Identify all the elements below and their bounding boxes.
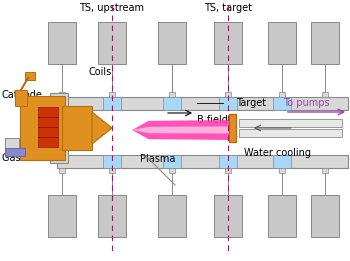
Text: To pumps: To pumps <box>283 98 330 108</box>
Bar <box>268 195 296 237</box>
Bar <box>20 96 65 160</box>
Bar <box>25 72 35 80</box>
Bar <box>279 168 285 173</box>
Bar <box>279 92 285 97</box>
Bar <box>103 155 121 168</box>
Bar <box>103 97 121 110</box>
Bar <box>163 155 181 168</box>
Bar <box>239 119 342 127</box>
Bar <box>169 168 175 173</box>
Bar <box>169 92 175 97</box>
Text: Plasma: Plasma <box>140 154 175 164</box>
Bar <box>268 22 296 64</box>
Bar <box>219 155 237 168</box>
Text: Cathode: Cathode <box>2 90 43 100</box>
Bar <box>48 195 76 237</box>
Bar <box>225 168 231 173</box>
Bar <box>50 93 68 163</box>
Bar <box>214 195 242 237</box>
Bar <box>98 195 126 237</box>
Bar <box>57 97 348 110</box>
Bar <box>214 22 242 64</box>
Bar <box>273 97 291 110</box>
Bar <box>38 107 58 117</box>
Bar <box>109 92 115 97</box>
Text: B field: B field <box>197 115 228 125</box>
Bar <box>219 97 237 110</box>
Text: Water cooling: Water cooling <box>244 148 311 158</box>
Polygon shape <box>132 127 231 133</box>
Bar <box>62 106 92 150</box>
Bar <box>59 92 65 97</box>
Bar <box>38 127 58 137</box>
Polygon shape <box>132 120 231 140</box>
Bar <box>109 168 115 173</box>
Bar <box>163 97 181 110</box>
Text: Coils: Coils <box>88 67 112 77</box>
Bar <box>225 92 231 97</box>
Text: Gas inlet: Gas inlet <box>2 153 46 163</box>
Bar <box>311 22 339 64</box>
Bar <box>158 195 186 237</box>
Bar <box>38 137 58 147</box>
Bar <box>322 92 328 97</box>
Bar <box>273 155 291 168</box>
Bar <box>48 22 76 64</box>
Bar <box>59 168 65 173</box>
Bar <box>322 168 328 173</box>
Bar <box>239 129 342 137</box>
Bar <box>158 22 186 64</box>
Text: TS, upstream: TS, upstream <box>79 3 145 13</box>
Polygon shape <box>92 112 112 144</box>
Text: Target: Target <box>236 98 266 108</box>
Bar <box>5 138 19 150</box>
Bar <box>5 148 25 156</box>
Bar <box>311 195 339 237</box>
Bar <box>38 117 58 127</box>
Bar <box>98 22 126 64</box>
Bar <box>57 155 348 168</box>
Text: TS, target: TS, target <box>204 3 252 13</box>
Bar <box>229 114 236 142</box>
Bar <box>15 90 27 106</box>
